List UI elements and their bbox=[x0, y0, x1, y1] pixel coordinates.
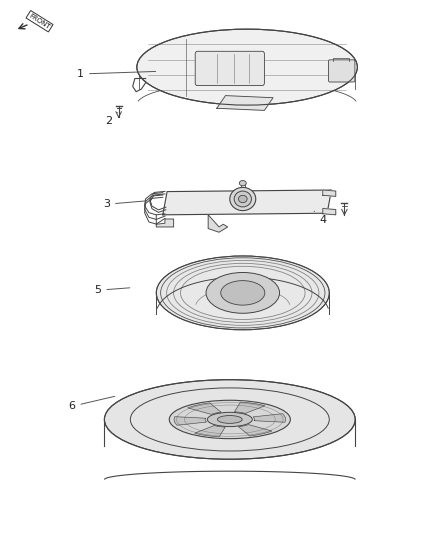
Polygon shape bbox=[217, 95, 273, 110]
Ellipse shape bbox=[207, 413, 252, 426]
Ellipse shape bbox=[156, 256, 329, 330]
Ellipse shape bbox=[239, 181, 246, 186]
FancyBboxPatch shape bbox=[195, 51, 265, 86]
FancyBboxPatch shape bbox=[328, 60, 355, 82]
Polygon shape bbox=[234, 402, 265, 414]
Polygon shape bbox=[174, 417, 206, 425]
Ellipse shape bbox=[104, 379, 355, 459]
Ellipse shape bbox=[230, 188, 256, 211]
Ellipse shape bbox=[234, 191, 251, 207]
Ellipse shape bbox=[137, 29, 357, 105]
Ellipse shape bbox=[206, 272, 279, 313]
Text: FRONT: FRONT bbox=[28, 12, 51, 30]
Polygon shape bbox=[188, 403, 221, 414]
Polygon shape bbox=[239, 425, 272, 436]
Polygon shape bbox=[195, 425, 225, 437]
Polygon shape bbox=[163, 190, 332, 215]
Ellipse shape bbox=[217, 416, 242, 423]
Text: 4: 4 bbox=[314, 211, 326, 225]
Polygon shape bbox=[323, 190, 336, 196]
Polygon shape bbox=[156, 215, 173, 227]
Ellipse shape bbox=[221, 281, 265, 305]
Ellipse shape bbox=[238, 195, 247, 203]
Text: 2: 2 bbox=[105, 112, 117, 126]
Ellipse shape bbox=[169, 400, 290, 439]
Text: 3: 3 bbox=[103, 199, 147, 209]
Polygon shape bbox=[323, 208, 336, 215]
Text: 1: 1 bbox=[77, 69, 155, 79]
Text: 6: 6 bbox=[68, 397, 115, 411]
Text: 5: 5 bbox=[95, 285, 130, 295]
Polygon shape bbox=[253, 414, 286, 422]
Polygon shape bbox=[208, 215, 228, 232]
